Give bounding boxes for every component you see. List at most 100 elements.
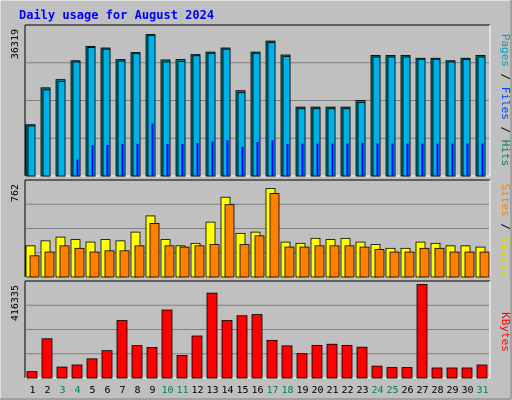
bar-pages [226, 140, 229, 176]
bar-pages [406, 143, 409, 176]
bar-kbytes [251, 314, 263, 379]
bar-kbytes [86, 358, 98, 379]
x-tick-label: 1 [29, 385, 35, 396]
bar-kbytes [236, 315, 248, 379]
bar-pages [481, 143, 484, 176]
bar-sites [239, 244, 250, 278]
bar-kbytes [446, 367, 458, 379]
bar-pages [211, 141, 214, 176]
bar-sites [209, 244, 220, 278]
x-tick-label: 15 [236, 385, 248, 396]
bar-sites [44, 251, 55, 278]
bar-sites [329, 245, 340, 278]
bar-pages [421, 143, 424, 176]
bar-sites [89, 251, 100, 278]
bar-pages [451, 143, 454, 176]
bar-kbytes [71, 364, 83, 379]
bar-pages [331, 143, 334, 176]
bar-sites [269, 193, 280, 278]
x-tick-label: 29 [446, 385, 458, 396]
bar-kbytes [176, 355, 188, 379]
y-max-label: 36319 [10, 29, 21, 59]
bar-sites [164, 245, 175, 278]
bar-kbytes [56, 366, 68, 379]
bar-pages [196, 143, 199, 176]
bar-pages [271, 140, 274, 176]
panel-kbytes: 416335 KBytes [10, 280, 512, 379]
y-max-label: 762 [10, 184, 21, 202]
bar-pages [91, 145, 94, 176]
x-tick-label: 4 [74, 385, 80, 396]
x-tick-label: 17 [266, 385, 278, 396]
y-axis-label-segment: / [499, 217, 512, 237]
x-tick-label: 10 [161, 385, 173, 396]
bar-kbytes [311, 344, 323, 379]
bar-kbytes [416, 284, 428, 379]
y-axis-label-segment: Files [499, 87, 512, 120]
bar-pages [346, 143, 349, 176]
bar-sites [344, 245, 355, 278]
bar-sites [404, 251, 415, 278]
bar-kbytes [431, 367, 443, 379]
bar-kbytes [146, 347, 158, 379]
y-axis-label: KBytes [499, 312, 512, 352]
bar-sites [29, 255, 40, 278]
bar-pages [76, 159, 79, 176]
bar-kbytes [161, 309, 173, 379]
bar-kbytes [191, 335, 203, 379]
y-axis-label-segment: / [499, 67, 512, 87]
x-tick-label: 20 [311, 385, 323, 396]
bar-kbytes [401, 367, 413, 379]
bar-sites [389, 251, 400, 278]
y-axis-label-segment: Sites [499, 184, 512, 217]
bar-pages [391, 143, 394, 176]
x-tick-label: 7 [119, 385, 125, 396]
x-tick-label: 11 [176, 385, 188, 396]
bar-pages [436, 143, 439, 176]
panel-hits-files-pages: 36319 Pages / Files / Hits [10, 24, 512, 177]
bar-pages [376, 143, 379, 176]
bar-pages [286, 144, 289, 176]
bar-sites [314, 245, 325, 278]
x-tick-label: 3 [59, 385, 65, 396]
x-tick-label: 6 [104, 385, 110, 396]
x-tick-label: 13 [206, 385, 218, 396]
bar-sites [299, 246, 310, 278]
bar-kbytes [371, 365, 383, 379]
y-max-label: 416335 [10, 285, 21, 321]
bar-sites [134, 245, 145, 278]
x-tick-label: 18 [281, 385, 293, 396]
x-tick-label: 8 [134, 385, 140, 396]
bar-sites [194, 245, 205, 278]
bar-kbytes [206, 292, 218, 379]
bar-sites [374, 249, 385, 278]
bar-kbytes [356, 346, 368, 379]
bar-files [72, 61, 81, 177]
x-tick-label: 30 [461, 385, 473, 396]
bar-kbytes [116, 320, 128, 379]
x-tick-label: 25 [386, 385, 398, 396]
bar-kbytes [131, 345, 143, 379]
y-axis-label-segment: KBytes [499, 312, 512, 352]
x-tick-label: 14 [221, 385, 233, 396]
bar-sites [224, 204, 235, 278]
bar-kbytes [281, 345, 293, 379]
bar-kbytes [326, 343, 338, 379]
bar-sites [74, 247, 85, 278]
bar-sites [449, 251, 460, 278]
bar-sites [119, 250, 130, 278]
x-tick-label: 22 [341, 385, 353, 396]
y-axis-label: Pages / Files / Hits [499, 34, 512, 167]
bar-kbytes [41, 338, 53, 379]
bar-kbytes [461, 367, 473, 379]
bar-sites [464, 251, 475, 278]
y-axis-label-segment: Visits [499, 237, 512, 277]
x-tick-label: 12 [191, 385, 203, 396]
x-tick-label: 16 [251, 385, 263, 396]
bar-kbytes [221, 320, 233, 379]
bar-pages [166, 144, 169, 176]
bar-pages [106, 144, 109, 176]
bar-sites [149, 222, 160, 278]
bar-kbytes [26, 371, 38, 379]
x-tick-label: 19 [296, 385, 308, 396]
